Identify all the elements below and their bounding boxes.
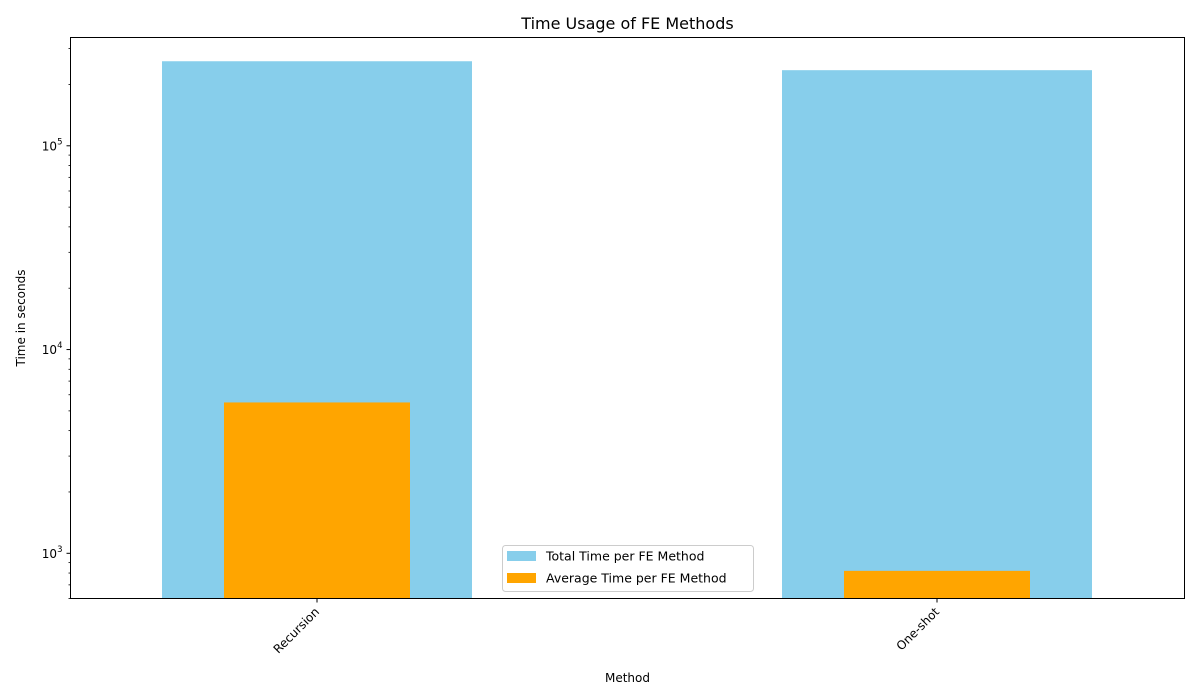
y-tick-label: 103 — [42, 545, 63, 561]
chart-title: Time Usage of FE Methods — [520, 14, 733, 33]
legend-box — [502, 545, 754, 592]
bar-average-one-shot — [844, 570, 1030, 599]
legend-swatch-average — [507, 573, 536, 583]
legend-label-average: Average Time per FE Method — [546, 571, 727, 586]
y-axis-label: Time in seconds — [14, 270, 28, 368]
legend-label-total: Total Time per FE Method — [545, 549, 704, 564]
bar-total-one-shot — [782, 70, 1092, 599]
legend: Total Time per FE Method Average Time pe… — [502, 545, 754, 592]
x-axis-label: Method — [605, 671, 650, 685]
y-axis: 103 104 105 — [42, 48, 71, 599]
plot-frame — [70, 37, 1185, 599]
bars-layer — [162, 61, 1092, 599]
y-tick-label: 104 — [42, 341, 63, 357]
legend-swatch-total — [507, 551, 536, 561]
bar-average-recursion — [224, 402, 410, 599]
y-tick-label: 105 — [42, 137, 63, 153]
